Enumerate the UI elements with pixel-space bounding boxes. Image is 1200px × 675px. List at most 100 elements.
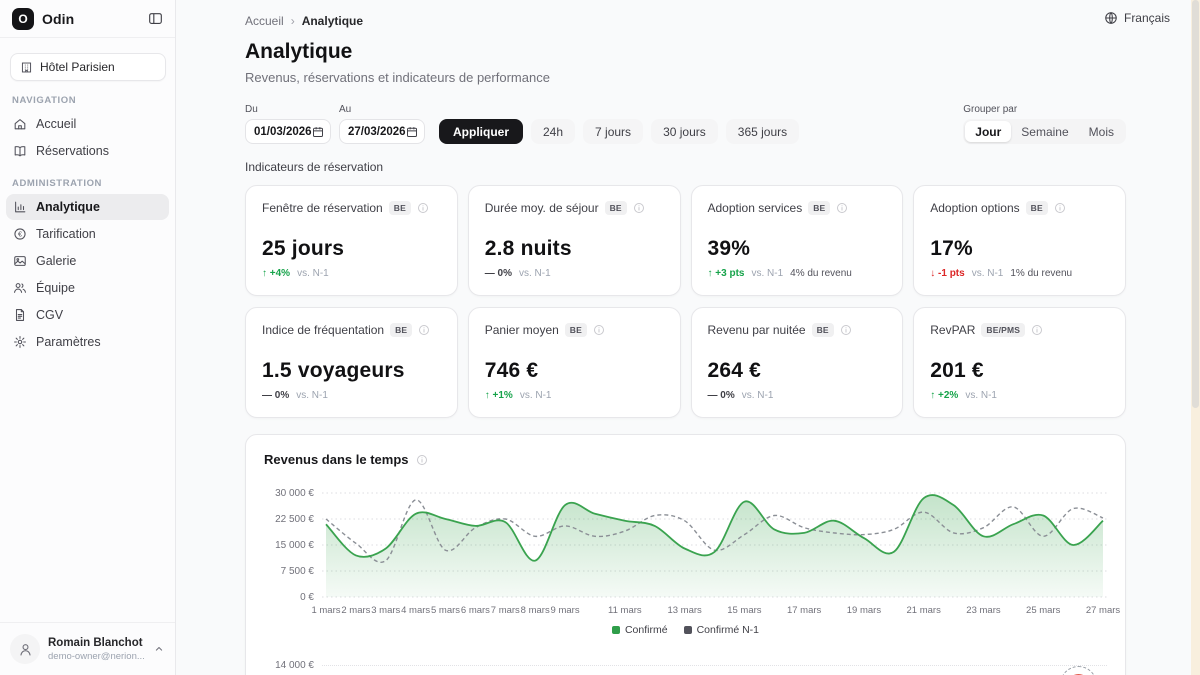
user-email: demo-owner@nerion... [48,650,145,662]
sidebar-item-r-servations[interactable]: Réservations [6,138,169,164]
sidebar-item--quipe[interactable]: Équipe [6,275,169,301]
kpi-title: Indice de fréquentation [262,323,385,337]
kpi-value: 746 € [484,359,539,382]
language-selector[interactable]: Français [1104,11,1170,25]
breadcrumb: Accueil › Analytique [245,14,1126,28]
scrollbar-thumb[interactable] [1192,0,1199,408]
quick-range-24h[interactable]: 24h [531,119,576,144]
group-by-segmented: Jour Semaine Mois [963,119,1126,144]
kpi-delta-compare: vs. N-1 [296,390,328,401]
kpi-card: Durée moy. de séjour BE 2.8 nuits — 0% v… [467,185,681,296]
image-icon [13,254,27,268]
page-subtitle: Revenus, réservations et indicateurs de … [245,70,550,85]
quick-range-7-jours[interactable]: 7 jours [583,119,644,144]
kpi-source-badge: BE [390,323,413,337]
legend-item[interactable]: Confirmé [611,624,668,636]
gridline [322,665,1107,666]
kpi-delta-extra: 1% du revenu [1010,268,1073,279]
date-to-value: 27/03/2026 [348,125,406,138]
info-icon[interactable] [417,202,429,214]
sidebar-item-label: Galerie [36,254,77,268]
quick-range-group: 24h 7 jours 30 jours 365 jours [531,119,800,144]
breadcrumb-current: Analytique [301,14,364,28]
hotel-selector-label: Hôtel Parisien [40,60,115,74]
breadcrumb-home[interactable]: Accueil [245,14,284,28]
kpi-delta: ↑ +3 pts vs. N-1 4% du revenu [708,268,887,279]
x-axis-tick: 17 mars [786,605,822,616]
revenue-chart: 30 000 € 22 500 € 15 000 € 7 500 € 0 € [264,488,1107,603]
sidebar-item-label: CGV [36,308,64,322]
kpi-delta: — 0% vs. N-1 [708,390,887,401]
quick-range-30-jours[interactable]: 30 jours [651,119,718,144]
x-axis-labels: 1 mars 2 mars 3 mars 4 mars 5 mars 6 mars 7 ma… [311,605,1120,617]
info-icon[interactable] [1031,324,1043,336]
x-axis-tick: 13 mars [667,605,702,616]
euro-icon: € [13,227,27,241]
kpi-value: 39% [707,237,751,260]
sidebar-item-label: Analytique [36,200,100,214]
info-icon[interactable] [593,324,605,336]
info-icon[interactable] [633,202,645,214]
group-by-option-jour[interactable]: Jour [965,121,1012,142]
second-chart-tick: 14 000 € [275,660,314,671]
sidebar-section-label: NAVIGATION [12,95,77,106]
kpi-delta-compare: vs. N-1 [971,268,1004,279]
legend-item[interactable]: Confirmé N-1 [683,624,759,636]
sidebar-item-tarification[interactable]: € Tarification [6,221,169,247]
app-logo: O [12,7,34,30]
x-axis-tick: 27 mars [1085,605,1121,616]
kpi-card: Panier moyen BE 746 € ↑ +1% vs. N-1 [467,307,681,418]
apply-button[interactable]: Appliquer [439,119,523,144]
home-icon [13,117,27,131]
chevron-up-icon[interactable] [153,643,165,655]
sidebar-section-label: ADMINISTRATION [12,178,103,189]
sidebar-item-cgv[interactable]: CGV [6,302,169,328]
date-to-label: Au [339,104,352,115]
kpi-card: Adoption options BE 17% ↓ -1 pts vs. N-1… [913,185,1126,296]
chart-plot-area[interactable] [322,492,1107,598]
x-axis-tick: 3 mars [371,605,401,616]
y-axis-tick: 0 € [300,592,314,603]
info-icon[interactable] [416,454,428,466]
kpi-delta-value: ↓ -1 pts [930,268,965,279]
svg-text:€: € [18,230,23,239]
kpi-title: Fenêtre de réservation [262,201,383,215]
kpi-title: Durée moy. de séjour [484,201,599,215]
info-icon[interactable] [418,324,430,336]
date-from-input[interactable]: 01/03/2026 [245,119,331,144]
calendar-icon [406,126,418,138]
info-icon[interactable] [836,202,848,214]
kpi-value: 264 € [707,359,762,382]
kpi-source-badge: BE [604,201,627,215]
info-icon[interactable] [1054,202,1066,214]
info-icon[interactable] [840,324,852,336]
scrollbar[interactable] [1191,0,1200,675]
kpi-delta-value: — 0% [707,390,735,401]
sidebar-item-accueil[interactable]: Accueil [6,111,169,137]
user-menu[interactable]: Romain Blanchot demo-owner@nerion... [0,622,175,675]
kpi-delta-value: — 0% [262,390,290,401]
x-axis-tick: 6 mars [460,605,490,616]
user-name: Romain Blanchot [48,637,143,650]
hotel-selector-button[interactable]: Hôtel Parisien [10,53,166,81]
building-icon [20,61,33,74]
revenue-chart-card: Revenus dans le temps 30 000 € 22 500 € 15… [245,434,1126,675]
kpi-delta-value: ↑ +4% [262,268,291,279]
chart-title: Revenus dans le temps [264,452,409,467]
quick-range-365-jours[interactable]: 365 jours [725,119,800,144]
kpi-source-badge: BE [811,323,834,337]
x-axis-tick: 7 mars [490,605,520,616]
kpi-title: Adoption options [930,201,1020,215]
y-axis-tick: 30 000 € [275,488,314,499]
group-by-option-semaine[interactable]: Semaine [1021,124,1069,139]
sidebar-item-param-tres[interactable]: Paramètres [6,329,169,355]
group-by-option-mois[interactable]: Mois [1088,124,1114,139]
chart-legend: Confirmé Confirmé N-1 [264,624,1107,636]
sidebar-toggle-icon[interactable] [148,11,163,26]
date-to-input[interactable]: 27/03/2026 [339,119,425,144]
sidebar-item-galerie[interactable]: Galerie [6,248,169,274]
kpi-source-badge: BE [1025,201,1048,215]
x-axis-tick: 23 mars [966,605,1001,616]
language-label: Français [1123,11,1170,25]
sidebar-item-analytique[interactable]: Analytique [6,194,169,220]
